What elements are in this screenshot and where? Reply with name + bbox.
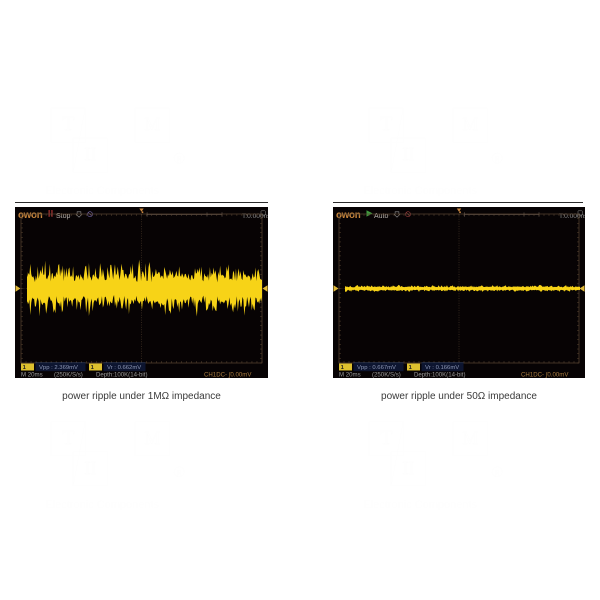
- svg-text:Depth:100K(14-bit): Depth:100K(14-bit): [96, 372, 148, 379]
- svg-text:T: T: [62, 427, 74, 449]
- svg-text:M: M: [144, 428, 160, 448]
- svg-text:II: II: [84, 144, 96, 164]
- svg-text:R: R: [495, 157, 500, 163]
- svg-text:(250K/S/s): (250K/S/s): [54, 372, 83, 379]
- svg-text:M 20ms: M 20ms: [21, 372, 43, 379]
- svg-text:R: R: [177, 157, 182, 163]
- svg-text:T: T: [380, 113, 392, 135]
- svg-text:owon: owon: [18, 210, 43, 221]
- svg-text:II: II: [402, 144, 414, 164]
- svg-text:Vpp : 2.369mV: Vpp : 2.369mV: [39, 365, 78, 371]
- svg-text:R: R: [495, 471, 500, 477]
- svg-text:M: M: [462, 114, 478, 134]
- svg-text:Electronic Components: Electronic Components: [45, 499, 159, 511]
- svg-text:CH1DC- ∫0.00mV: CH1DC- ∫0.00mV: [521, 372, 569, 379]
- svg-text:M 20ms: M 20ms: [339, 372, 361, 379]
- svg-text:Vr : 0.166mV: Vr : 0.166mV: [425, 365, 459, 371]
- svg-text:R: R: [177, 471, 182, 477]
- svg-text:Electronic Components: Electronic Components: [45, 185, 159, 197]
- svg-text:II: II: [402, 458, 414, 478]
- svg-text:Electronic Components: Electronic Components: [363, 499, 477, 511]
- svg-text:T: T: [62, 113, 74, 135]
- svg-text:(250K/S/s): (250K/S/s): [372, 372, 401, 379]
- svg-text:CH1DC- ∫0.00mV: CH1DC- ∫0.00mV: [204, 372, 252, 379]
- svg-text:Depth:100K(14-bit): Depth:100K(14-bit): [414, 372, 466, 379]
- svg-text:M: M: [144, 114, 160, 134]
- svg-text:owon: owon: [336, 210, 361, 221]
- svg-text:T: T: [380, 427, 392, 449]
- svg-text:II: II: [84, 458, 96, 478]
- svg-text:M: M: [462, 428, 478, 448]
- svg-text:Vr : 0.662mV: Vr : 0.662mV: [107, 365, 141, 371]
- svg-text:Vpp : 0.667mV: Vpp : 0.667mV: [357, 365, 396, 371]
- svg-text:Electronic Components: Electronic Components: [363, 185, 477, 197]
